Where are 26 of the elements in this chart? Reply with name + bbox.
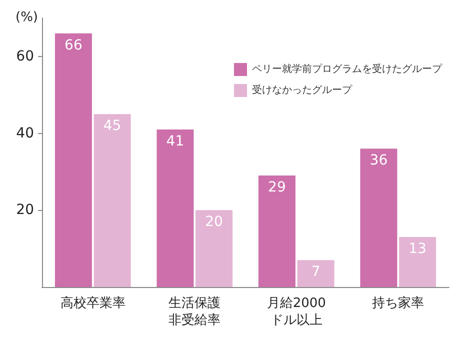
data-label: 36 [370,152,388,169]
bar [94,114,131,287]
bar [156,129,194,287]
x-tick-label: 月給2000ドル以上 [266,296,326,328]
data-label: 45 [103,118,122,134]
bar [258,176,296,287]
data-label: 29 [268,180,286,196]
y-tick-label: 60 [16,48,34,64]
bar [297,260,334,287]
bar [196,210,233,287]
bar [54,33,92,287]
data-label: 20 [205,214,223,230]
legend-label: 受けなかったグループ [252,84,353,96]
x-tick-label: 持ち家率 [372,295,424,311]
y-axis-title: (%) [16,10,38,25]
data-label: 66 [64,37,82,54]
data-label: 13 [408,241,426,258]
y-tick-label: 20 [16,202,34,218]
bar [360,148,398,287]
x-tick-label: 生活保護非受給率 [168,296,221,328]
legend-label: ペリー就学前プログラムを受けたグループ [252,63,443,75]
bar [399,237,436,287]
data-label: 7 [311,264,320,280]
x-tick-label: 高校卒業率 [60,295,126,311]
y-tick-label: 40 [16,125,34,142]
data-label: 41 [166,133,184,150]
